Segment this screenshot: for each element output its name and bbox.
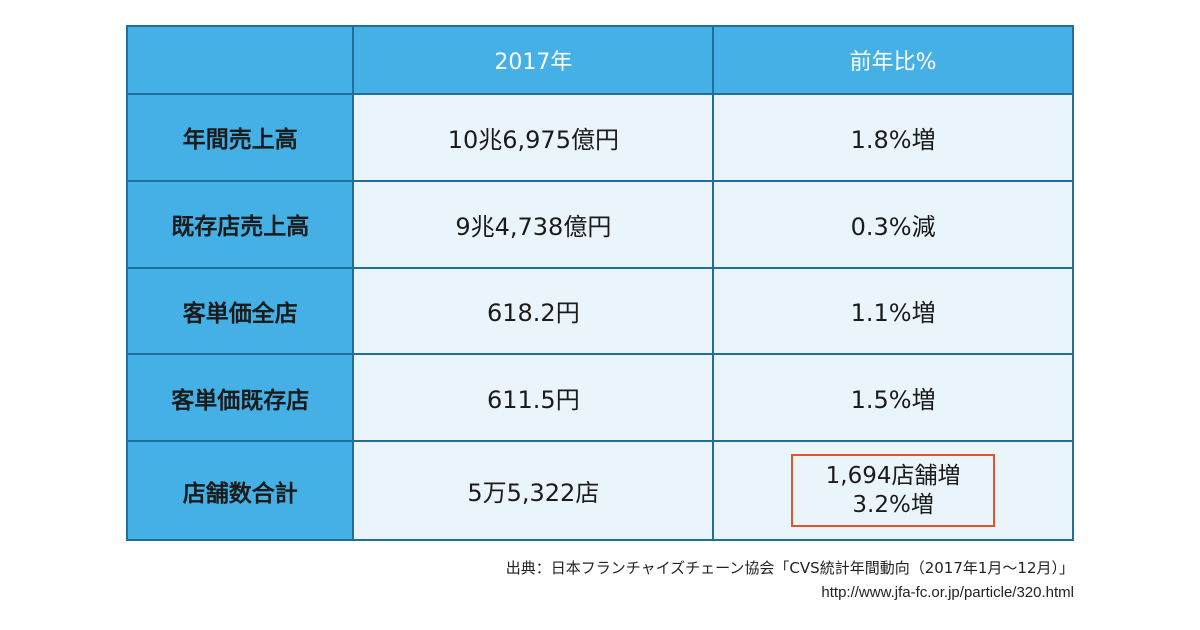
row-value-annual-sales: 10兆6,975億円 — [352, 93, 715, 182]
row-change-avg-spend-existing: 1.5%増 — [712, 353, 1074, 443]
row-change-annual-sales: 1.8%増 — [712, 93, 1074, 182]
source-citation: 出典：日本フランチャイズチェーン協会「CVS統計年間動向（2017年1月〜12月… — [505, 559, 1074, 577]
row-change-existing-store-sales: 0.3%減 — [712, 179, 1074, 269]
header-row: 2017年 前年比% — [125, 25, 1074, 95]
header-corner — [125, 25, 355, 95]
row-label-store-count: 店舗数合計 — [125, 440, 355, 541]
table-row: 客単価既存店 611.5円 1.5%増 — [125, 353, 1074, 443]
row-value-store-count: 5万5,322店 — [352, 440, 715, 541]
row-value-avg-spend-existing: 611.5円 — [352, 353, 715, 443]
table-row: 客単価全店 618.2円 1.1%増 — [125, 266, 1074, 356]
row-label-avg-spend-existing: 客単価既存店 — [125, 353, 355, 443]
store-increase-count: 1,694店舗増 — [825, 462, 961, 489]
row-label-annual-sales: 年間売上高 — [125, 93, 355, 182]
highlight-box: 1,694店舗増 3.2%増 — [791, 453, 996, 528]
stats-table: 2017年 前年比% 年間売上高 10兆6,975億円 1.8%増 既存店売上高… — [125, 25, 1074, 541]
row-change-store-count: 1,694店舗増 3.2%増 — [712, 440, 1074, 541]
store-increase-percent: 3.2%増 — [852, 491, 934, 518]
header-yoy: 前年比% — [712, 25, 1074, 95]
row-value-avg-spend-all: 618.2円 — [352, 266, 715, 356]
table-row: 年間売上高 10兆6,975億円 1.8%増 — [125, 93, 1074, 182]
row-label-avg-spend-all: 客単価全店 — [125, 266, 355, 356]
header-year: 2017年 — [352, 25, 715, 95]
source-url: http://www.jfa-fc.or.jp/particle/320.htm… — [821, 584, 1074, 601]
table-row: 既存店売上高 9兆4,738億円 0.3%減 — [125, 179, 1074, 269]
row-value-existing-store-sales: 9兆4,738億円 — [352, 179, 715, 269]
row-change-avg-spend-all: 1.1%増 — [712, 266, 1074, 356]
table-row: 店舗数合計 5万5,322店 1,694店舗増 3.2%増 — [125, 440, 1074, 541]
row-label-existing-store-sales: 既存店売上高 — [125, 179, 355, 269]
